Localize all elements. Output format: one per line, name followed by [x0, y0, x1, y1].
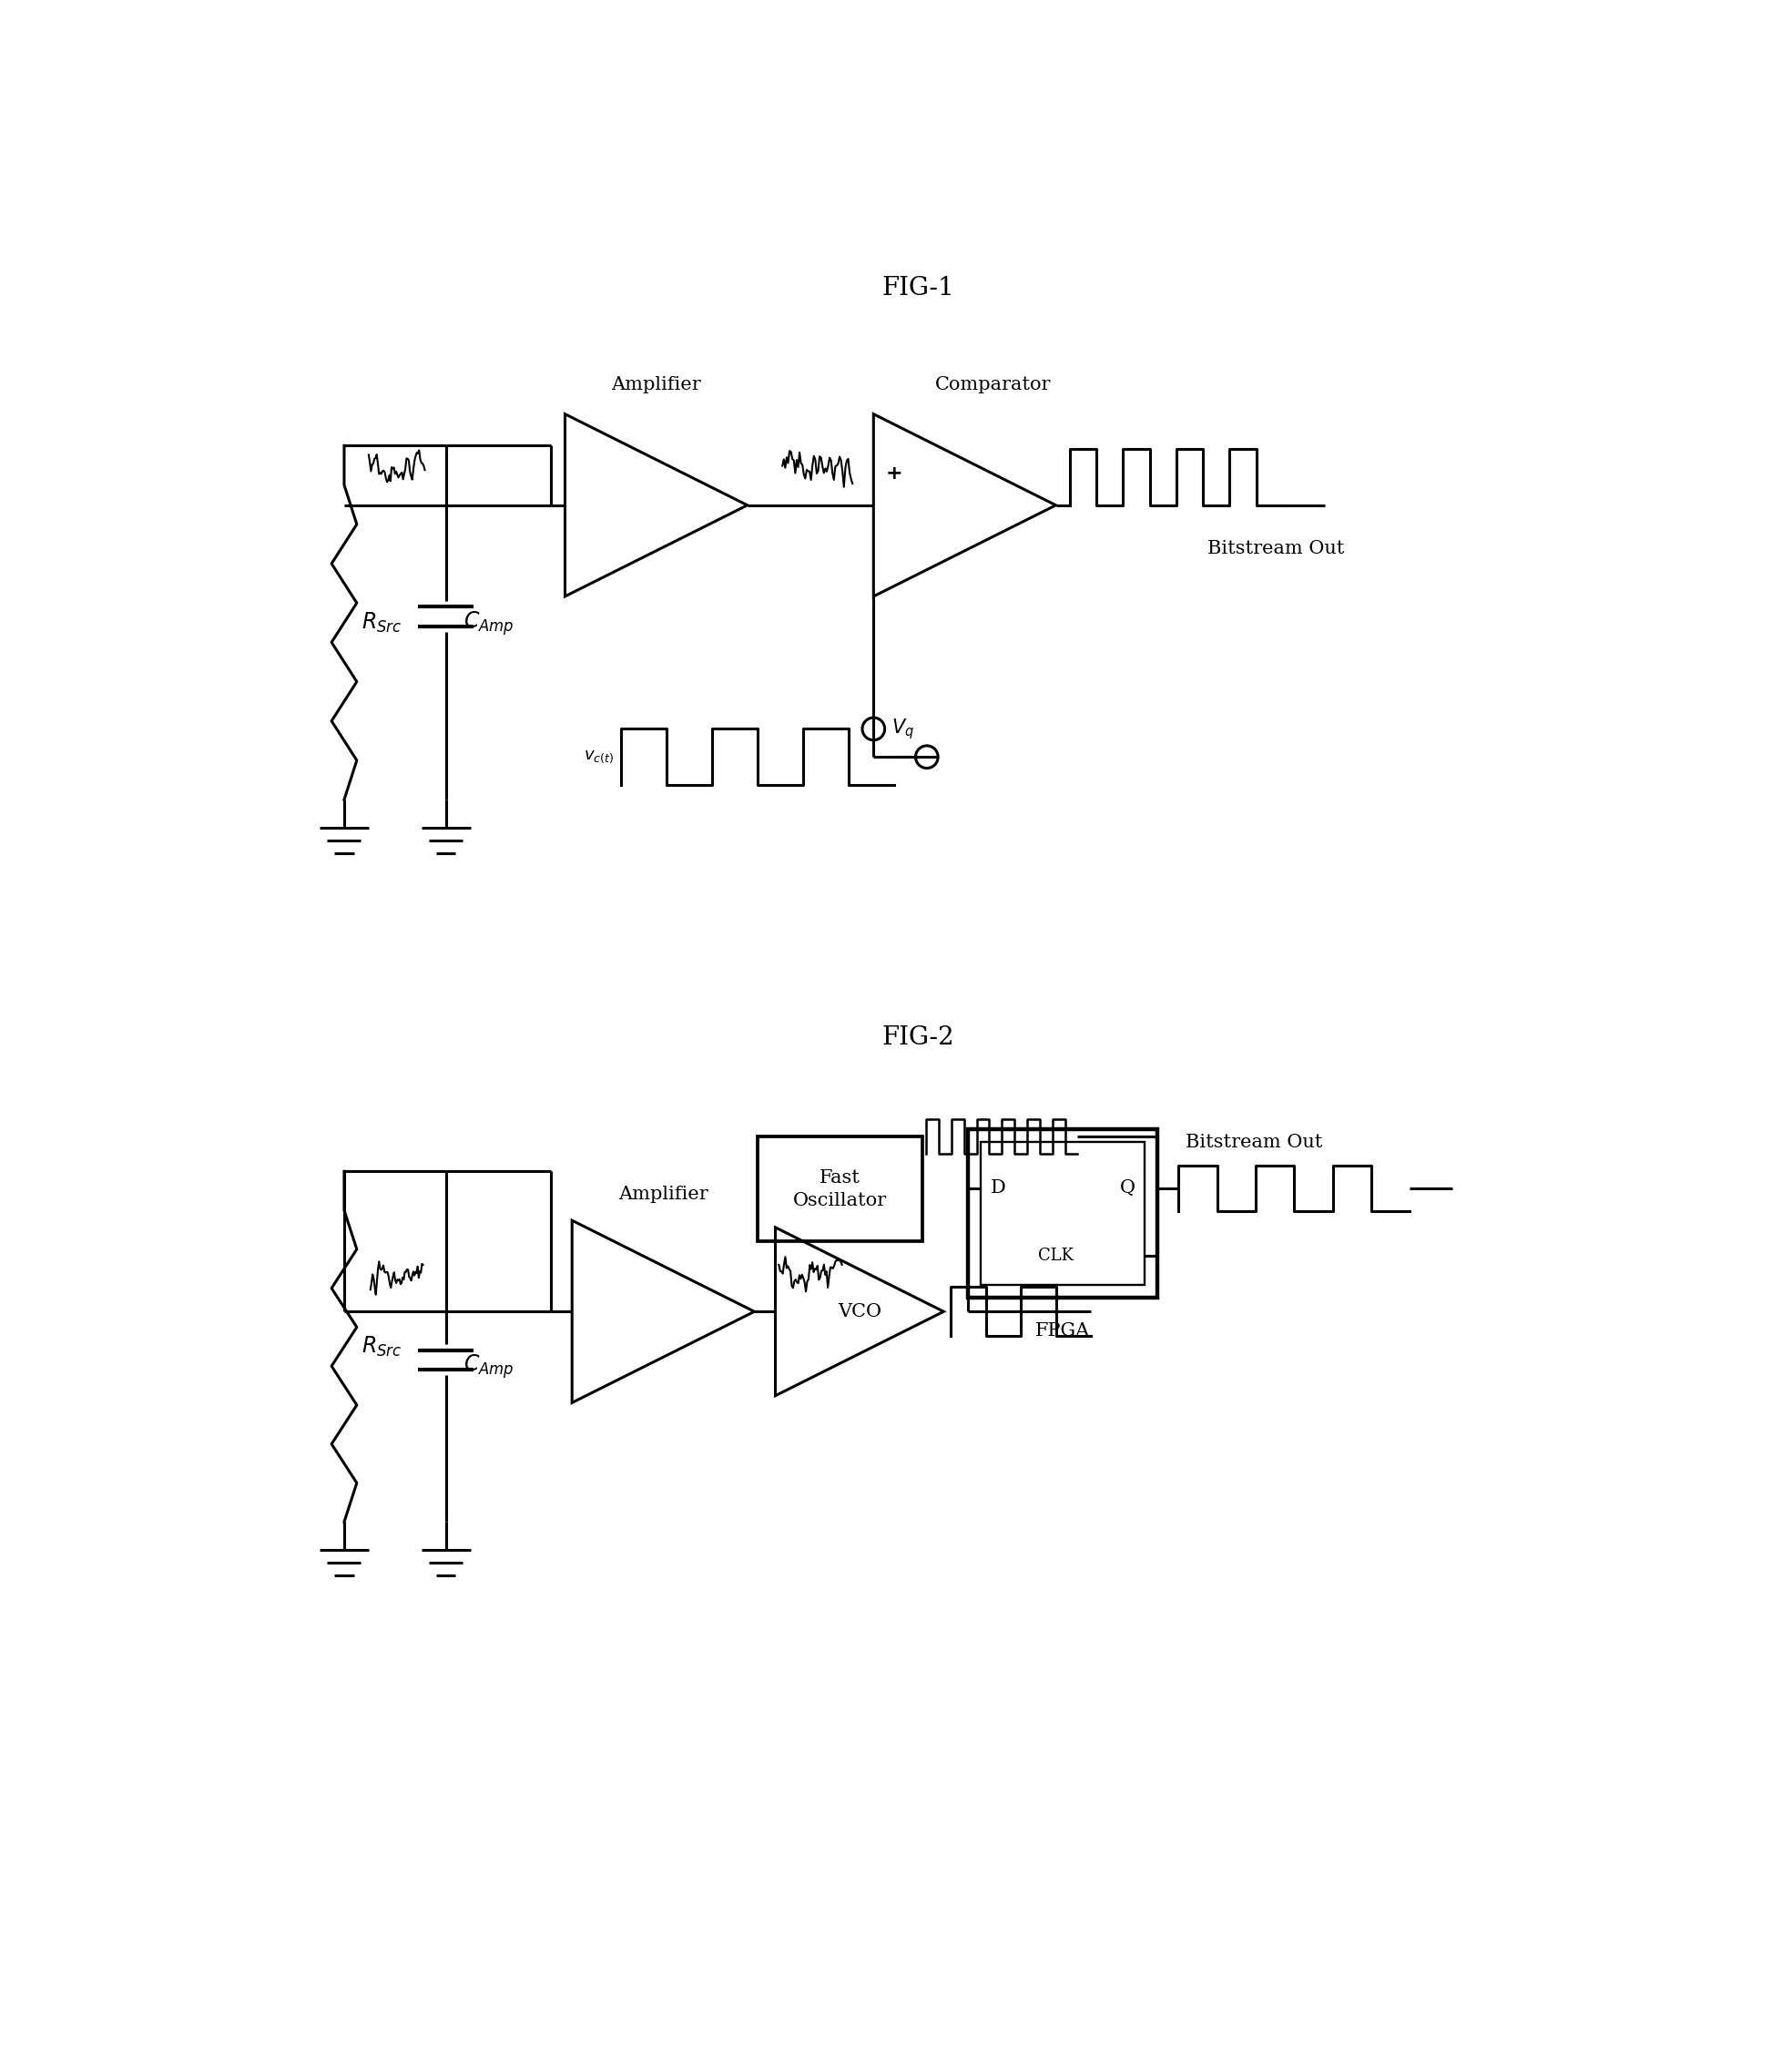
- Bar: [758, 1137, 923, 1241]
- Text: FIG-1: FIG-1: [882, 276, 955, 301]
- Text: Bitstream Out: Bitstream Out: [1208, 541, 1344, 557]
- Text: FPGA: FPGA: [1036, 1323, 1090, 1339]
- Bar: [980, 1143, 1145, 1284]
- Text: $C_{Amp}$: $C_{Amp}$: [464, 610, 514, 637]
- Text: Q: Q: [1120, 1180, 1134, 1196]
- Text: CLK: CLK: [1038, 1247, 1073, 1264]
- Text: $R_{Src}$: $R_{Src}$: [362, 1335, 401, 1358]
- Text: Fast
Oscillator: Fast Oscillator: [794, 1169, 887, 1208]
- Text: $V_q$: $V_q$: [891, 717, 914, 741]
- Text: D: D: [991, 1180, 1005, 1196]
- Text: Bitstream Out: Bitstream Out: [1186, 1135, 1322, 1151]
- Text: $C_{Amp}$: $C_{Amp}$: [464, 1354, 514, 1380]
- Text: $v_{c(t)}$: $v_{c(t)}$: [584, 750, 615, 766]
- Text: Comparator: Comparator: [935, 375, 1050, 393]
- Text: VCO: VCO: [837, 1303, 882, 1321]
- Text: $R_{Src}$: $R_{Src}$: [362, 610, 401, 635]
- Text: Amplifier: Amplifier: [611, 375, 701, 393]
- Text: FIG-2: FIG-2: [882, 1026, 955, 1051]
- Bar: [968, 1128, 1158, 1298]
- Text: Amplifier: Amplifier: [618, 1186, 708, 1202]
- Text: +: +: [885, 465, 903, 483]
